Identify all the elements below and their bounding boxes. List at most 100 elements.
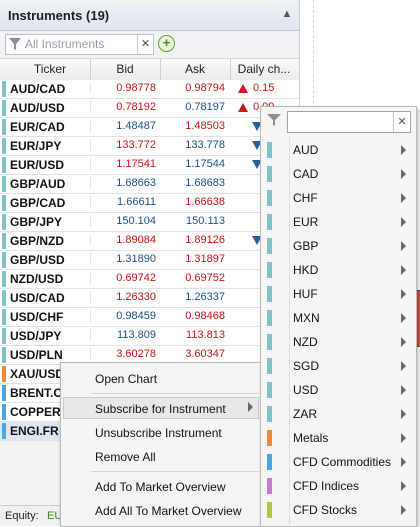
category-color-swatch	[267, 478, 272, 494]
instrument-color-bar	[2, 100, 6, 116]
arrow-up-icon	[238, 103, 248, 112]
table-row[interactable]: EUR/CAD 1.48487 1.48503	[0, 118, 299, 137]
clear-search-icon[interactable]: ✕	[393, 112, 410, 132]
table-row[interactable]: USD/JPY 113.809 113.813	[0, 327, 299, 346]
menu-item-open-chart[interactable]: Open Chart	[95, 372, 158, 386]
ticker-cell: EUR/USD	[10, 158, 65, 172]
category-color-swatch	[267, 238, 272, 254]
clear-filter-icon[interactable]: ✕	[137, 35, 153, 54]
submenu-item-label: SGD	[293, 359, 320, 373]
submenu-search-input[interactable]: ✕	[287, 111, 411, 133]
submenu-arrow-icon	[401, 241, 406, 251]
ticker-cell: ENGI.FR	[10, 424, 59, 438]
ticker-cell: GBP/NZD	[10, 234, 64, 248]
submenu-item-mxn[interactable]: MXN	[261, 306, 416, 330]
ask-cell: 1.66638	[185, 196, 225, 208]
category-color-swatch	[267, 142, 272, 158]
submenu-item-cad[interactable]: CAD	[261, 162, 416, 186]
table-row[interactable]: GBP/AUD 1.68663 1.68683	[0, 175, 299, 194]
context-menu: Open Chart Subscribe for Instrument Unsu…	[60, 362, 262, 527]
table-row[interactable]: GBP/USD 1.31890 1.31897	[0, 251, 299, 270]
bid-cell: 113.809	[90, 329, 156, 341]
submenu-item-aud[interactable]: AUD	[261, 138, 416, 162]
menu-item-unsubscribe-instrument[interactable]: Unsubscribe Instrument	[95, 426, 222, 440]
column-header-ask[interactable]: Ask	[184, 62, 205, 76]
ticker-cell: NZD/USD	[10, 272, 64, 286]
ticker-cell: AUD/USD	[10, 101, 65, 115]
submenu-arrow-icon	[401, 193, 406, 203]
arrow-down-icon	[252, 160, 262, 169]
ticker-cell: USD/CHF	[10, 310, 64, 324]
instrument-color-bar	[2, 119, 6, 135]
menu-item-remove-all[interactable]: Remove All	[95, 450, 156, 464]
submenu-item-chf[interactable]: CHF	[261, 186, 416, 210]
ticker-cell: EUR/CAD	[10, 120, 65, 134]
submenu-item-huf[interactable]: HUF	[261, 282, 416, 306]
category-color-swatch	[267, 166, 272, 182]
menu-item-subscribe-for-instrument[interactable]: Subscribe for Instrument	[95, 402, 226, 416]
category-color-swatch	[267, 190, 272, 206]
table-row[interactable]: EUR/USD 1.17541 1.17544	[0, 156, 299, 175]
category-color-swatch	[267, 502, 272, 518]
submenu-item-label: GBP	[293, 239, 319, 253]
bid-cell: 0.98459	[90, 310, 156, 322]
table-row[interactable]: USD/CHF 0.98459 0.98468	[0, 308, 299, 327]
ticker-cell: GBP/USD	[10, 253, 65, 267]
ask-cell: 1.89126	[185, 234, 225, 246]
submenu-item-label: AUD	[293, 143, 319, 157]
submenu-arrow-icon	[401, 217, 406, 227]
ask-cell: 150.113	[186, 215, 225, 227]
column-header-daily-change[interactable]: Daily ch...	[237, 62, 291, 76]
submenu-item-cfd-commodities[interactable]: CFD Commodities	[261, 450, 416, 474]
submenu-item-cfd-stocks[interactable]: CFD Stocks	[261, 498, 416, 522]
submenu-item-metals[interactable]: Metals	[261, 426, 416, 450]
submenu-item-gbp[interactable]: GBP	[261, 234, 416, 258]
submenu-arrow-icon	[401, 265, 406, 275]
instrument-filter-input[interactable]: All Instruments ✕	[5, 34, 154, 55]
column-header-bid[interactable]: Bid	[116, 62, 134, 76]
submenu-arrow-icon	[401, 313, 406, 323]
instrument-color-bar	[2, 309, 6, 325]
table-row[interactable]: EUR/JPY 133.772 133.778	[0, 137, 299, 156]
table-row[interactable]: NZD/USD 0.69742 0.69752	[0, 270, 299, 289]
submenu-item-zar[interactable]: ZAR	[261, 402, 416, 426]
ask-cell: 1.31897	[185, 253, 225, 265]
submenu-arrow-icon	[248, 402, 253, 412]
column-header-ticker[interactable]: Ticker	[33, 62, 67, 76]
filter-row: All Instruments ✕ +	[0, 31, 299, 57]
submenu-item-label: EUR	[293, 215, 319, 229]
submenu-item-label: CFD Stocks	[293, 503, 358, 517]
ask-cell: 1.17544	[185, 158, 225, 170]
submenu-item-label: CHF	[293, 191, 318, 205]
menu-item-add-to-market-overview[interactable]: Add To Market Overview	[95, 480, 226, 494]
table-row[interactable]: USD/CAD 1.26330 1.26337	[0, 289, 299, 308]
table-header: Ticker Bid Ask Daily ch...	[0, 58, 299, 81]
arrow-down-icon	[252, 141, 262, 150]
submenu-item-cfd-indices[interactable]: CFD Indices	[261, 474, 416, 498]
filter-icon	[9, 38, 21, 50]
column-divider	[160, 59, 161, 80]
submenu-item-usd[interactable]: USD	[261, 378, 416, 402]
ticker-cell: GBP/JPY	[10, 215, 63, 229]
category-color-swatch	[267, 382, 272, 398]
bid-cell: 150.104	[90, 215, 156, 227]
ticker-cell: BRENT.CI	[10, 386, 66, 400]
chevron-up-icon[interactable]: ▲	[281, 8, 293, 20]
table-row[interactable]: GBP/CAD 1.66611 1.66638	[0, 194, 299, 213]
submenu-item-eur[interactable]: EUR	[261, 210, 416, 234]
table-row[interactable]: GBP/JPY 150.104 150.113	[0, 213, 299, 232]
submenu-item-hkd[interactable]: HKD	[261, 258, 416, 282]
instrument-color-bar	[2, 81, 6, 97]
instrument-color-bar	[2, 195, 6, 211]
submenu-item-sgd[interactable]: SGD	[261, 354, 416, 378]
submenu-item-nzd[interactable]: NZD	[261, 330, 416, 354]
table-row[interactable]: GBP/NZD 1.89084 1.89126	[0, 232, 299, 251]
daily-change-cell: 0.15	[253, 82, 275, 94]
instrument-color-bar	[2, 385, 6, 401]
add-instrument-button[interactable]: +	[158, 35, 175, 52]
ticker-cell: USD/JPY	[10, 329, 62, 343]
table-row[interactable]: AUD/CAD 0.98778 0.98794 0.15	[0, 80, 299, 99]
menu-item-add-all-to-market-overview[interactable]: Add All To Market Overview	[95, 504, 242, 518]
ticker-cell: XAU/USD	[10, 367, 65, 381]
